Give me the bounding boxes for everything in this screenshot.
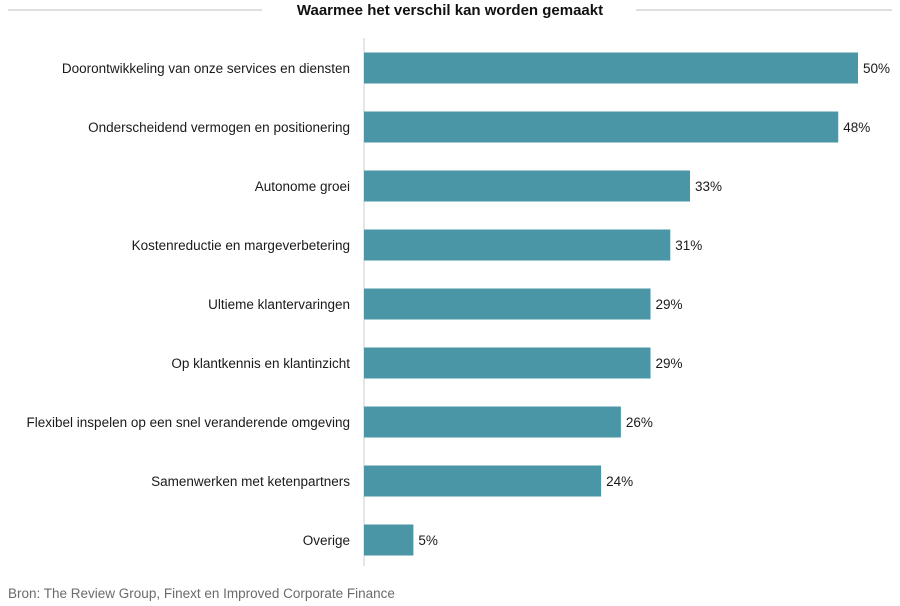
value-label: 50% [863, 61, 890, 76]
source-note: Bron: The Review Group, Finext en Improv… [8, 586, 395, 601]
value-label: 26% [626, 415, 653, 430]
value-label: 29% [656, 356, 683, 371]
category-labels-group: Doorontwikkeling van onze services en di… [27, 61, 351, 548]
value-label: 31% [675, 238, 702, 253]
value-label: 48% [843, 120, 870, 135]
bar [364, 288, 651, 320]
category-label: Samenwerken met ketenpartners [151, 474, 350, 489]
value-label: 24% [606, 474, 633, 489]
category-label: Doorontwikkeling van onze services en di… [62, 61, 350, 76]
category-label: Overige [303, 533, 350, 548]
value-label: 5% [418, 533, 438, 548]
bar [364, 52, 858, 84]
bar [364, 524, 414, 556]
category-label: Flexibel inspelen op een snel veranderen… [27, 415, 350, 430]
bar [364, 170, 691, 202]
value-label: 33% [695, 179, 722, 194]
bars-group [364, 52, 858, 556]
category-label: Autonome groei [255, 179, 350, 194]
bar [364, 347, 651, 379]
value-labels-group: 50% 48% 33% 31% 29% 29% 26% 24% 5% [418, 61, 890, 548]
bar [364, 111, 839, 143]
category-label: Op klantkennis en klantinzicht [171, 356, 350, 371]
value-label: 29% [656, 297, 683, 312]
bar [364, 465, 602, 497]
category-label: Onderscheidend vermogen en positionering [88, 120, 350, 135]
category-label: Kostenreductie en margeverbetering [132, 238, 350, 253]
bar [364, 229, 671, 261]
chart-title: Waarmee het verschil kan worden gemaakt [297, 2, 603, 19]
category-label: Ultieme klantervaringen [208, 297, 350, 312]
bar [364, 406, 621, 438]
